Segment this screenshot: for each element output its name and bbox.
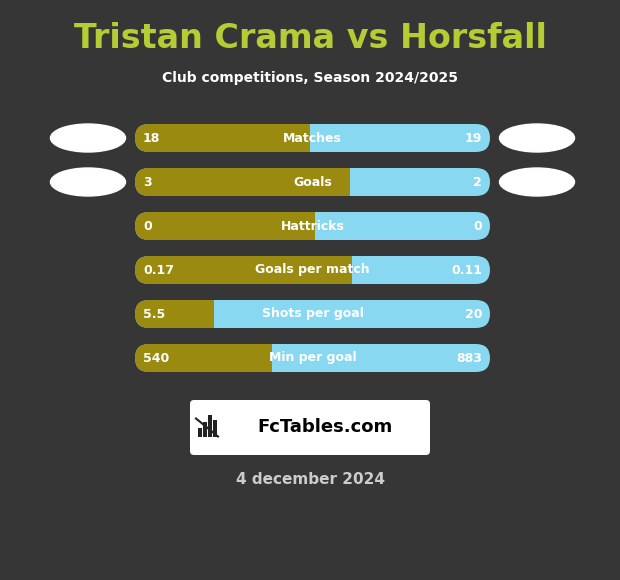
Text: 0.17: 0.17 (143, 263, 174, 277)
Text: 18: 18 (143, 132, 161, 144)
Bar (255, 344, 272, 372)
FancyBboxPatch shape (135, 212, 490, 240)
FancyBboxPatch shape (135, 300, 490, 328)
Text: 0.11: 0.11 (451, 263, 482, 277)
Text: 0: 0 (473, 219, 482, 233)
Ellipse shape (500, 124, 575, 152)
Text: Goals: Goals (293, 176, 332, 189)
FancyBboxPatch shape (190, 400, 430, 455)
Text: Matches: Matches (283, 132, 342, 144)
Text: FcTables.com: FcTables.com (257, 419, 392, 437)
Bar (294, 124, 310, 152)
Bar (198, 427, 202, 437)
Bar (337, 256, 353, 284)
Ellipse shape (50, 168, 125, 196)
FancyBboxPatch shape (135, 124, 490, 152)
FancyBboxPatch shape (135, 344, 490, 372)
Bar (203, 422, 207, 437)
Text: Tristan Crama vs Horsfall: Tristan Crama vs Horsfall (74, 21, 546, 55)
Text: Club competitions, Season 2024/2025: Club competitions, Season 2024/2025 (162, 71, 458, 85)
Text: 20: 20 (464, 307, 482, 321)
Text: Goals per match: Goals per match (255, 263, 370, 277)
FancyBboxPatch shape (135, 212, 312, 240)
Ellipse shape (500, 168, 575, 196)
Bar (213, 420, 217, 437)
Bar (208, 415, 212, 437)
Text: Hattricks: Hattricks (281, 219, 345, 233)
Text: 4 december 2024: 4 december 2024 (236, 473, 384, 488)
Ellipse shape (50, 124, 125, 152)
FancyBboxPatch shape (135, 300, 211, 328)
Bar (334, 168, 350, 196)
Text: 2: 2 (473, 176, 482, 189)
Text: 540: 540 (143, 351, 169, 364)
FancyBboxPatch shape (135, 124, 308, 152)
Text: Shots per goal: Shots per goal (262, 307, 363, 321)
Text: 5.5: 5.5 (143, 307, 166, 321)
Text: 19: 19 (464, 132, 482, 144)
FancyBboxPatch shape (135, 168, 348, 196)
Text: 0: 0 (143, 219, 152, 233)
FancyBboxPatch shape (135, 168, 490, 196)
FancyBboxPatch shape (135, 256, 490, 284)
Bar (198, 300, 214, 328)
Bar (298, 212, 314, 240)
Text: Min per goal: Min per goal (268, 351, 356, 364)
FancyBboxPatch shape (135, 256, 350, 284)
Text: 883: 883 (456, 351, 482, 364)
FancyBboxPatch shape (135, 344, 270, 372)
Text: 3: 3 (143, 176, 152, 189)
